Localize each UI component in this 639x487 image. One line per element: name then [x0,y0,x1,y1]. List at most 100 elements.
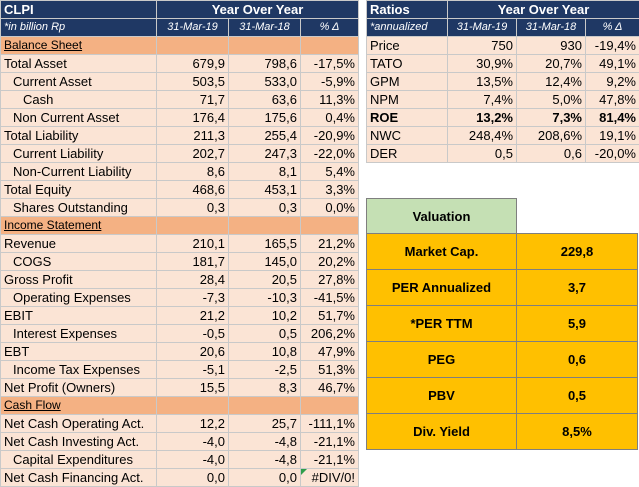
ratio-mar-18[interactable]: 0,6 [516,144,586,163]
section-cell-blank[interactable] [228,396,301,415]
value-mar-18[interactable]: 798,6 [228,54,301,73]
row-label[interactable]: EBIT [0,306,157,325]
value-mar-18[interactable]: 25,7 [228,414,301,433]
value-mar-19[interactable]: 12,2 [156,414,229,433]
ratio-mar-18[interactable]: 930 [516,36,586,55]
value-mar-18[interactable]: 10,8 [228,342,301,361]
value-mar-19[interactable]: -7,3 [156,288,229,307]
pct-change[interactable]: -5,9% [300,72,359,91]
ratio-pct-change[interactable]: 19,1% [585,126,639,145]
value-mar-19[interactable]: 202,7 [156,144,229,163]
ratio-label[interactable]: NPM [366,90,448,109]
ratios-col-date-2[interactable]: 31-Mar-18 [516,18,586,37]
value-mar-19[interactable]: 20,6 [156,342,229,361]
row-label[interactable]: Current Liability [0,144,157,163]
row-label[interactable]: Shares Outstanding [0,198,157,217]
ratio-pct-change[interactable]: 9,2% [585,72,639,91]
pct-change[interactable]: 20,2% [300,252,359,271]
pct-change[interactable]: -21,1% [300,432,359,451]
pct-change[interactable]: -20,9% [300,126,359,145]
value-mar-18[interactable]: -4,8 [228,432,301,451]
pct-change[interactable]: 51,3% [300,360,359,379]
valuation-label[interactable]: Market Cap. [366,233,517,270]
pct-change[interactable]: 206,2% [300,324,359,343]
section-label[interactable]: Balance Sheet [0,36,157,55]
row-label[interactable]: Operating Expenses [0,288,157,307]
value-mar-19[interactable]: 15,5 [156,378,229,397]
pct-change[interactable]: 47,9% [300,342,359,361]
col-date-1[interactable]: 31-Mar-19 [156,18,229,37]
ratio-label[interactable]: NWC [366,126,448,145]
value-mar-19[interactable]: 211,3 [156,126,229,145]
ratio-pct-change[interactable]: -20,0% [585,144,639,163]
value-mar-19[interactable]: 679,9 [156,54,229,73]
pct-change[interactable]: 27,8% [300,270,359,289]
row-label[interactable]: Non Current Asset [0,108,157,127]
valuation-value[interactable]: 3,7 [516,269,638,306]
ratio-label[interactable]: TATO [366,54,448,73]
value-mar-19[interactable]: 181,7 [156,252,229,271]
ratios-unit-note[interactable]: *annualized [366,18,448,37]
value-mar-19[interactable]: 21,2 [156,306,229,325]
value-mar-19[interactable]: 468,6 [156,180,229,199]
section-cell-blank[interactable] [228,216,301,235]
value-mar-18[interactable]: 165,5 [228,234,301,253]
value-mar-19[interactable]: 28,4 [156,270,229,289]
valuation-label[interactable]: PBV [366,377,517,414]
ratio-mar-18[interactable]: 5,0% [516,90,586,109]
value-mar-19[interactable]: 176,4 [156,108,229,127]
ratio-mar-19[interactable]: 30,9% [447,54,517,73]
pct-change[interactable]: 21,2% [300,234,359,253]
valuation-value[interactable]: 8,5% [516,413,638,450]
value-mar-18[interactable]: 8,3 [228,378,301,397]
row-label[interactable]: Interest Expenses [0,324,157,343]
value-mar-18[interactable]: -10,3 [228,288,301,307]
ratio-mar-18[interactable]: 208,6% [516,126,586,145]
value-mar-19[interactable]: 8,6 [156,162,229,181]
col-date-2[interactable]: 31-Mar-18 [228,18,301,37]
ratio-mar-19[interactable]: 13,5% [447,72,517,91]
ratio-pct-change[interactable]: -19,4% [585,36,639,55]
valuation-value[interactable]: 5,9 [516,305,638,342]
row-label[interactable]: EBT [0,342,157,361]
row-label[interactable]: COGS [0,252,157,271]
ratio-label[interactable]: DER [366,144,448,163]
ratio-mar-19[interactable]: 7,4% [447,90,517,109]
value-mar-18[interactable]: 63,6 [228,90,301,109]
value-mar-19[interactable]: 0,0 [156,468,229,487]
row-label[interactable]: Current Asset [0,72,157,91]
row-label[interactable]: Capital Expenditures [0,450,157,469]
value-mar-19[interactable]: -5,1 [156,360,229,379]
valuation-title[interactable]: Valuation [366,198,517,234]
value-mar-18[interactable]: 453,1 [228,180,301,199]
valuation-value[interactable]: 0,5 [516,377,638,414]
ratios-title[interactable]: Ratios [366,0,448,19]
ratio-mar-19[interactable]: 13,2% [447,108,517,127]
value-mar-19[interactable]: 210,1 [156,234,229,253]
value-mar-18[interactable]: 10,2 [228,306,301,325]
value-mar-18[interactable]: 8,1 [228,162,301,181]
pct-change[interactable]: 46,7% [300,378,359,397]
value-mar-18[interactable]: 0,5 [228,324,301,343]
unit-note[interactable]: *in billion Rp [0,18,157,37]
valuation-label[interactable]: Div. Yield [366,413,517,450]
row-label[interactable]: Net Profit (Owners) [0,378,157,397]
section-cell-blank[interactable] [228,36,301,55]
valuation-value[interactable]: 229,8 [516,233,638,270]
row-label[interactable]: Net Cash Operating Act. [0,414,157,433]
pct-change[interactable]: 51,7% [300,306,359,325]
ratios-col-pct-change[interactable]: % Δ [585,18,639,37]
value-mar-18[interactable]: 0,0 [228,468,301,487]
value-mar-19[interactable]: 503,5 [156,72,229,91]
value-mar-18[interactable]: 145,0 [228,252,301,271]
valuation-value[interactable]: 0,6 [516,341,638,378]
row-label[interactable]: Cash [0,90,157,109]
ratio-mar-19[interactable]: 750 [447,36,517,55]
ratios-yoy-header[interactable]: Year Over Year [447,0,639,19]
pct-change[interactable]: 3,3% [300,180,359,199]
pct-change[interactable]: 5,4% [300,162,359,181]
value-mar-18[interactable]: 255,4 [228,126,301,145]
value-mar-18[interactable]: 533,0 [228,72,301,91]
row-label[interactable]: Total Liability [0,126,157,145]
value-mar-18[interactable]: 0,3 [228,198,301,217]
